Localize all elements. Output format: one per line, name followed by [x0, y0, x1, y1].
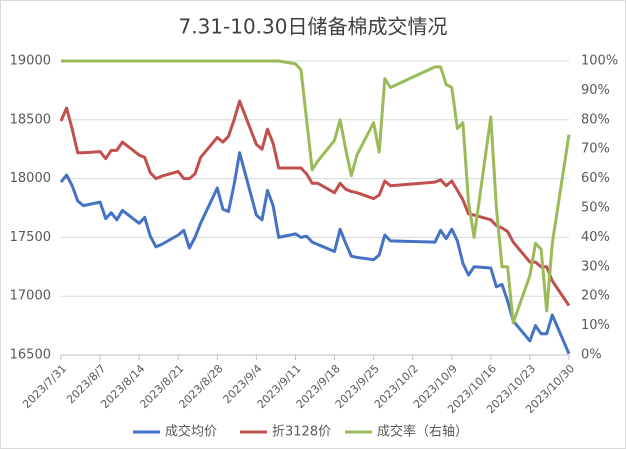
series-line: [59, 151, 571, 355]
y2-tick-label: 0%: [581, 348, 602, 363]
legend-label: 成交均价: [165, 424, 217, 440]
y2-tick-label: 10%: [581, 318, 610, 333]
y-tick-label: 19000: [10, 54, 51, 69]
y-tick-label: 18500: [10, 112, 51, 127]
chart-title: 7.31-10.30日储备棉成交情况: [178, 15, 447, 39]
y2-tick-label: 60%: [581, 171, 610, 186]
y2-tick-label: 40%: [581, 230, 610, 245]
y-tick-label: 18000: [10, 171, 51, 186]
y2-tick-label: 90%: [581, 83, 610, 98]
legend-label: 成交率（右轴）: [377, 424, 468, 440]
series-line: [61, 59, 571, 325]
y-tick-label: 16500: [10, 348, 51, 363]
y2-tick-label: 80%: [581, 112, 610, 127]
y2-tick-label: 20%: [581, 289, 610, 304]
y2-tick-label: 70%: [581, 142, 610, 157]
series-line: [59, 99, 571, 307]
y2-tick-label: 50%: [581, 201, 610, 216]
y-tick-label: 17000: [10, 289, 51, 304]
legend-label: 折3128价: [272, 425, 331, 440]
y2-tick-label: 100%: [581, 54, 618, 69]
y-tick-label: 17500: [10, 230, 51, 245]
y2-tick-label: 30%: [581, 259, 610, 274]
